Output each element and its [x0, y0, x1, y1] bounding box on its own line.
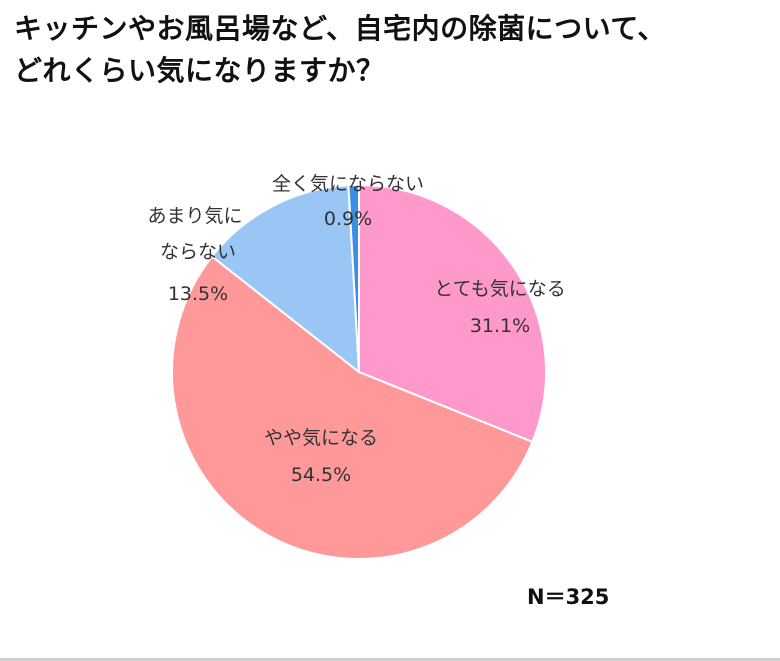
chart-title-line-2: どれくらい気になりますか？: [14, 54, 385, 87]
slice-label-not-at-all: 全く気にならない: [272, 173, 424, 195]
pie-slices: [171, 183, 547, 560]
slice-label-somewhat: やや気になる: [264, 427, 378, 449]
sample-size-label: N＝325: [527, 585, 610, 609]
slice-value-very: 31.1%: [470, 315, 530, 337]
slice-value-not-much: 13.5%: [168, 283, 228, 305]
slice-label-very: とても気になる: [434, 278, 565, 300]
slice-not-at-all: [347, 183, 360, 373]
slice-very: [358, 183, 547, 444]
slice-not-much: [210, 184, 361, 375]
slice-value-somewhat: 54.5%: [291, 464, 351, 486]
pie-labels: とても気になる 31.1% やや気になる 54.5% あまり気に ならない 13…: [147, 173, 565, 486]
slice-value-not-at-all: 0.9%: [324, 208, 372, 230]
slice-label-not-much: あまり気に ならない: [147, 205, 248, 263]
slice-somewhat: [171, 255, 534, 560]
slice-label-not-much-line-2: ならない: [160, 241, 236, 263]
bottom-divider: [0, 658, 780, 661]
slice-label-not-much-line-1: あまり気に: [147, 205, 242, 227]
chart-title: キッチンやお風呂場など、自宅内の除菌について、 どれくらい気になりますか？: [14, 8, 774, 92]
chart-title-line-1: キッチンやお風呂場など、自宅内の除菌について、: [14, 12, 666, 45]
